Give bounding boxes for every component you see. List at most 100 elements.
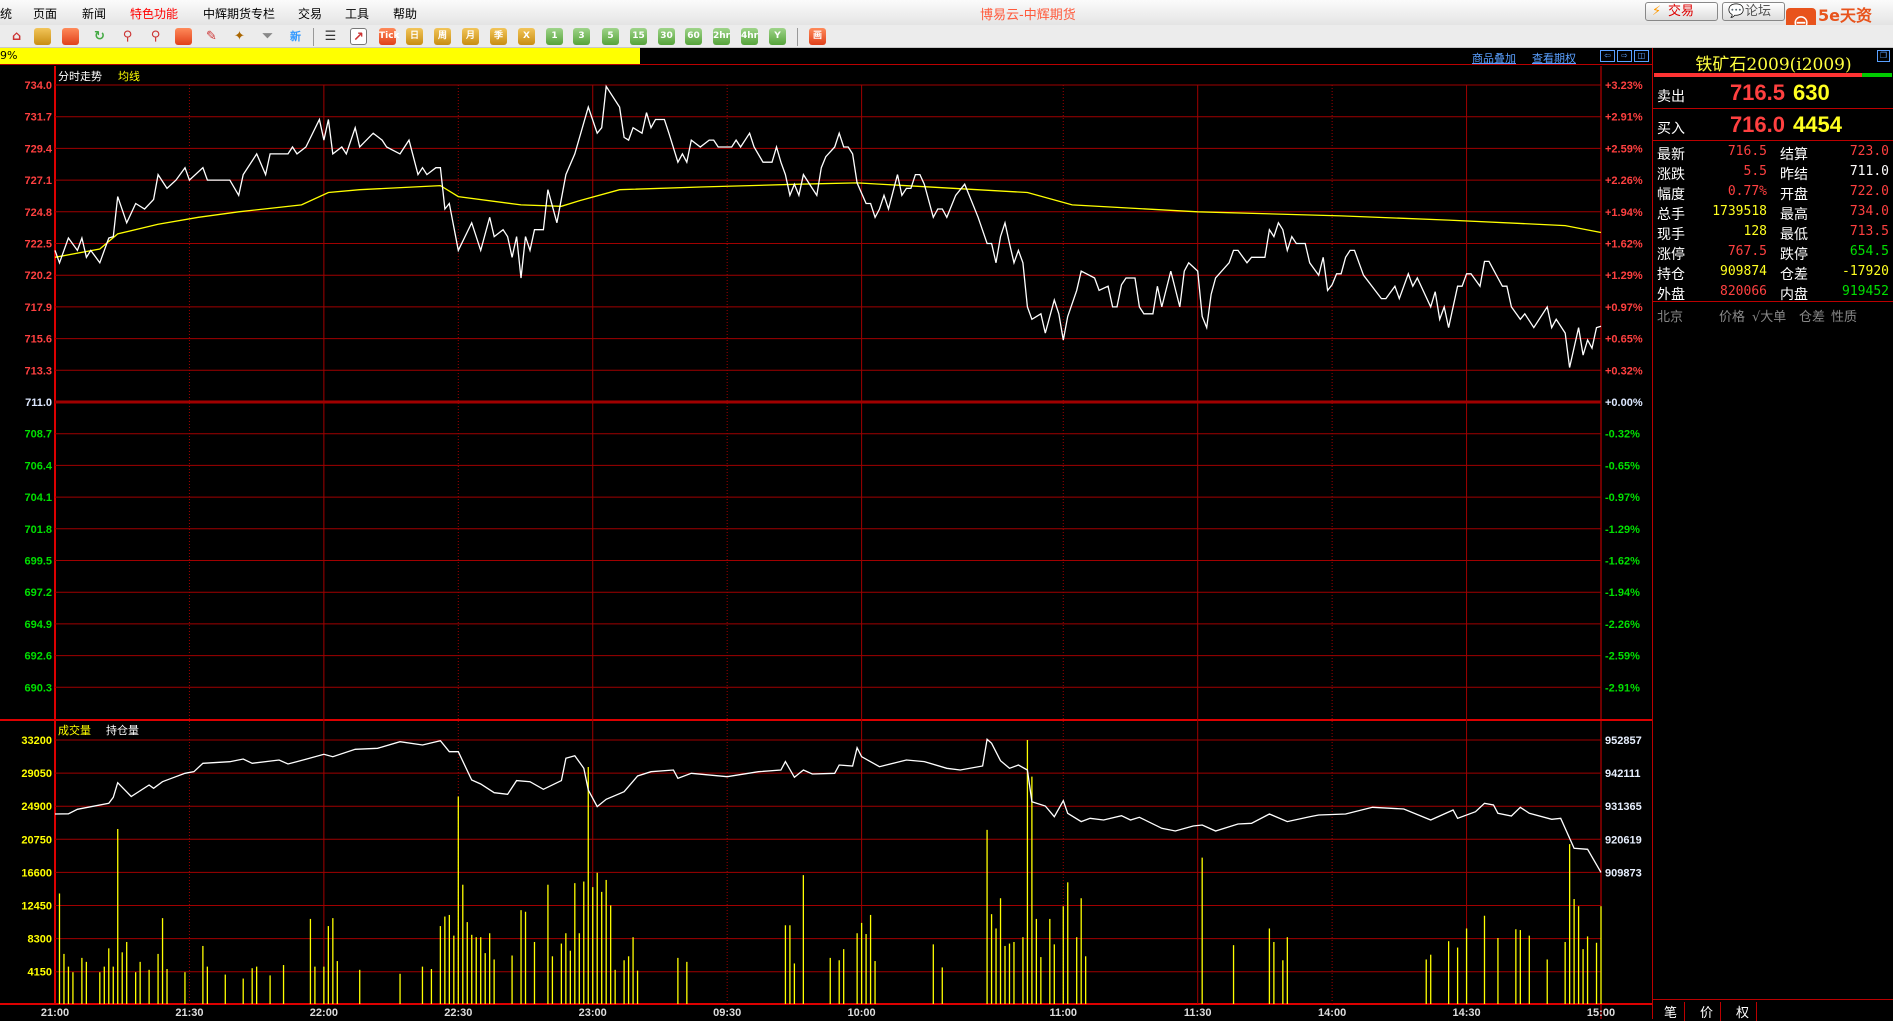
- volume-tick-label: 12450: [21, 901, 52, 913]
- percent-tick-label: +2.59%: [1605, 143, 1643, 155]
- toolbar-separator: [313, 28, 314, 46]
- open-interest-tick-label: 920619: [1605, 834, 1642, 846]
- lightning-icon: ⚡: [1652, 4, 1662, 19]
- menu-trade[interactable]: 交易: [298, 7, 323, 21]
- menu-page[interactable]: 页面: [33, 7, 58, 21]
- price-tick-label: 690.3: [24, 682, 52, 694]
- period-button-周[interactable]: 周: [434, 28, 451, 45]
- tab-ticks[interactable]: 笔: [1657, 1002, 1685, 1021]
- percent-tick-label: -0.97%: [1605, 492, 1640, 504]
- price-tick-label: 729.4: [24, 143, 52, 155]
- quote-row: 总手 1739518 最高 734.0: [1653, 203, 1893, 223]
- quote-value: 1739518: [1712, 204, 1767, 219]
- quote-label: 跌停: [1780, 247, 1808, 263]
- filter-icon[interactable]: ⏷: [262, 29, 273, 44]
- fund-icon[interactable]: [62, 28, 79, 45]
- forum-button[interactable]: 💬 论坛: [1722, 2, 1785, 21]
- zoom-out-icon[interactable]: ⚲: [150, 29, 161, 44]
- menu-news[interactable]: 新闻: [82, 7, 107, 21]
- percent-tick-label: +2.91%: [1605, 112, 1643, 124]
- col-price: 价格: [1719, 310, 1746, 325]
- price-tick-label: 706.4: [24, 460, 52, 472]
- tab-price[interactable]: 价: [1693, 1002, 1721, 1021]
- col-big-order: √大单: [1752, 310, 1787, 325]
- scroll-left-button[interactable]: ⇦: [1600, 50, 1615, 62]
- minute-chart-icon[interactable]: ↗: [350, 28, 367, 45]
- price-tick-label: 720.2: [24, 270, 52, 282]
- quote-label: 总手: [1657, 207, 1685, 223]
- avg-line-legend: 均线: [118, 69, 140, 83]
- period-button-2hr[interactable]: 2hr: [713, 28, 730, 45]
- time-tick-label: 14:00: [1318, 1007, 1346, 1019]
- percent-tick-label: +3.23%: [1605, 80, 1643, 92]
- period-button-60[interactable]: 60: [685, 28, 702, 45]
- volume-tick-label: 20750: [21, 834, 52, 846]
- layout-toggle-button[interactable]: ◫: [1634, 50, 1649, 62]
- price-panel-title: 分时走势: [58, 70, 102, 83]
- quote-row: 幅度 0.77% 开盘 722.0: [1653, 183, 1893, 203]
- percent-tick-label: -1.29%: [1605, 524, 1640, 536]
- time-tick-label: 14:30: [1452, 1007, 1480, 1019]
- refresh-icon[interactable]: ↻: [94, 29, 105, 44]
- average-price-line: [54, 182, 1602, 258]
- buy-sell-ratio-bar: [1654, 73, 1892, 77]
- loading-progress-bar: 9%: [0, 48, 1652, 65]
- period-button-30[interactable]: 30: [658, 28, 675, 45]
- zoom-in-icon[interactable]: ⚲: [122, 29, 133, 44]
- menu-zhonghui-column[interactable]: 中辉期货专栏: [203, 7, 276, 21]
- notebook-icon[interactable]: [34, 28, 51, 45]
- quote-value: 767.5: [1727, 244, 1767, 259]
- table-view-icon[interactable]: ☰: [324, 29, 337, 44]
- menu-system[interactable]: 统: [0, 7, 13, 21]
- pencil-icon[interactable]: ✎: [206, 29, 217, 44]
- period-button-3[interactable]: 3: [573, 28, 590, 45]
- open-interest-line: [54, 738, 1602, 873]
- intraday-chart[interactable]: 分时走势 均线 成交量 持仓量 734.0 +3.23% 731.7 +2.91% 72…: [0, 0, 1652, 1019]
- quote-label: 最低: [1780, 227, 1808, 243]
- menu-help[interactable]: 帮助: [393, 7, 418, 21]
- period-button-15[interactable]: 15: [630, 28, 647, 45]
- quote-row: 最新 716.5 结算 723.0: [1653, 143, 1893, 163]
- quote-label: 幅度: [1657, 187, 1685, 203]
- period-button-y[interactable]: Y: [769, 28, 786, 45]
- price-tick-label: 701.8: [24, 524, 52, 536]
- overlay-commodity-link[interactable]: 商品叠加: [1472, 52, 1516, 65]
- period-button-1[interactable]: 1: [546, 28, 563, 45]
- open-interest-tick-label: 942111: [1605, 768, 1641, 780]
- quote-value: 654.5: [1849, 244, 1889, 259]
- period-button-4hr[interactable]: 4hr: [741, 28, 758, 45]
- menu-tools[interactable]: 工具: [345, 7, 370, 21]
- period-button-tick[interactable]: Tick: [379, 28, 400, 45]
- period-button-日[interactable]: 日: [406, 28, 423, 45]
- percent-tick-label: +1.94%: [1605, 207, 1643, 219]
- price-tick-label: 711.0: [25, 397, 52, 409]
- new-icon[interactable]: 新: [290, 30, 301, 43]
- period-button-x[interactable]: X: [518, 28, 535, 45]
- quote-label: 结算: [1780, 147, 1808, 163]
- conch-icon[interactable]: ✦: [234, 29, 245, 44]
- trade-button[interactable]: ⚡ 交易: [1645, 2, 1718, 21]
- tab-options[interactable]: 权: [1729, 1002, 1757, 1021]
- bid-row: 买入 716.0 4454: [1653, 110, 1893, 141]
- col-oi-change: 仓差: [1799, 310, 1826, 325]
- home-icon[interactable]: ⌂: [11, 29, 22, 44]
- col-time: 北京: [1657, 310, 1684, 325]
- draw-button[interactable]: 画: [809, 28, 826, 45]
- time-tick-label: 11:00: [1049, 1007, 1077, 1019]
- percent-tick-label: +1.29%: [1605, 270, 1643, 282]
- menu-features[interactable]: 特色功能: [130, 7, 179, 21]
- tick-tabs: 笔 价 权: [1653, 999, 1893, 1021]
- chat-bubble-icon: 💬: [1728, 4, 1745, 19]
- restore-window-icon[interactable]: ❐: [1877, 50, 1890, 62]
- scroll-right-button[interactable]: ⇨: [1617, 50, 1632, 62]
- quote-label: 持仓: [1657, 267, 1685, 283]
- quote-value: -17920: [1842, 264, 1889, 279]
- window-icon[interactable]: [175, 28, 192, 45]
- period-button-5[interactable]: 5: [602, 28, 619, 45]
- view-options-link[interactable]: 查看期权: [1532, 52, 1576, 65]
- period-button-月[interactable]: 月: [462, 28, 479, 45]
- sell-ratio-fill: [1862, 73, 1892, 77]
- price-tick-label: 715.6: [24, 334, 52, 346]
- period-button-季[interactable]: 季: [490, 28, 507, 45]
- percent-tick-label: +1.62%: [1605, 239, 1643, 251]
